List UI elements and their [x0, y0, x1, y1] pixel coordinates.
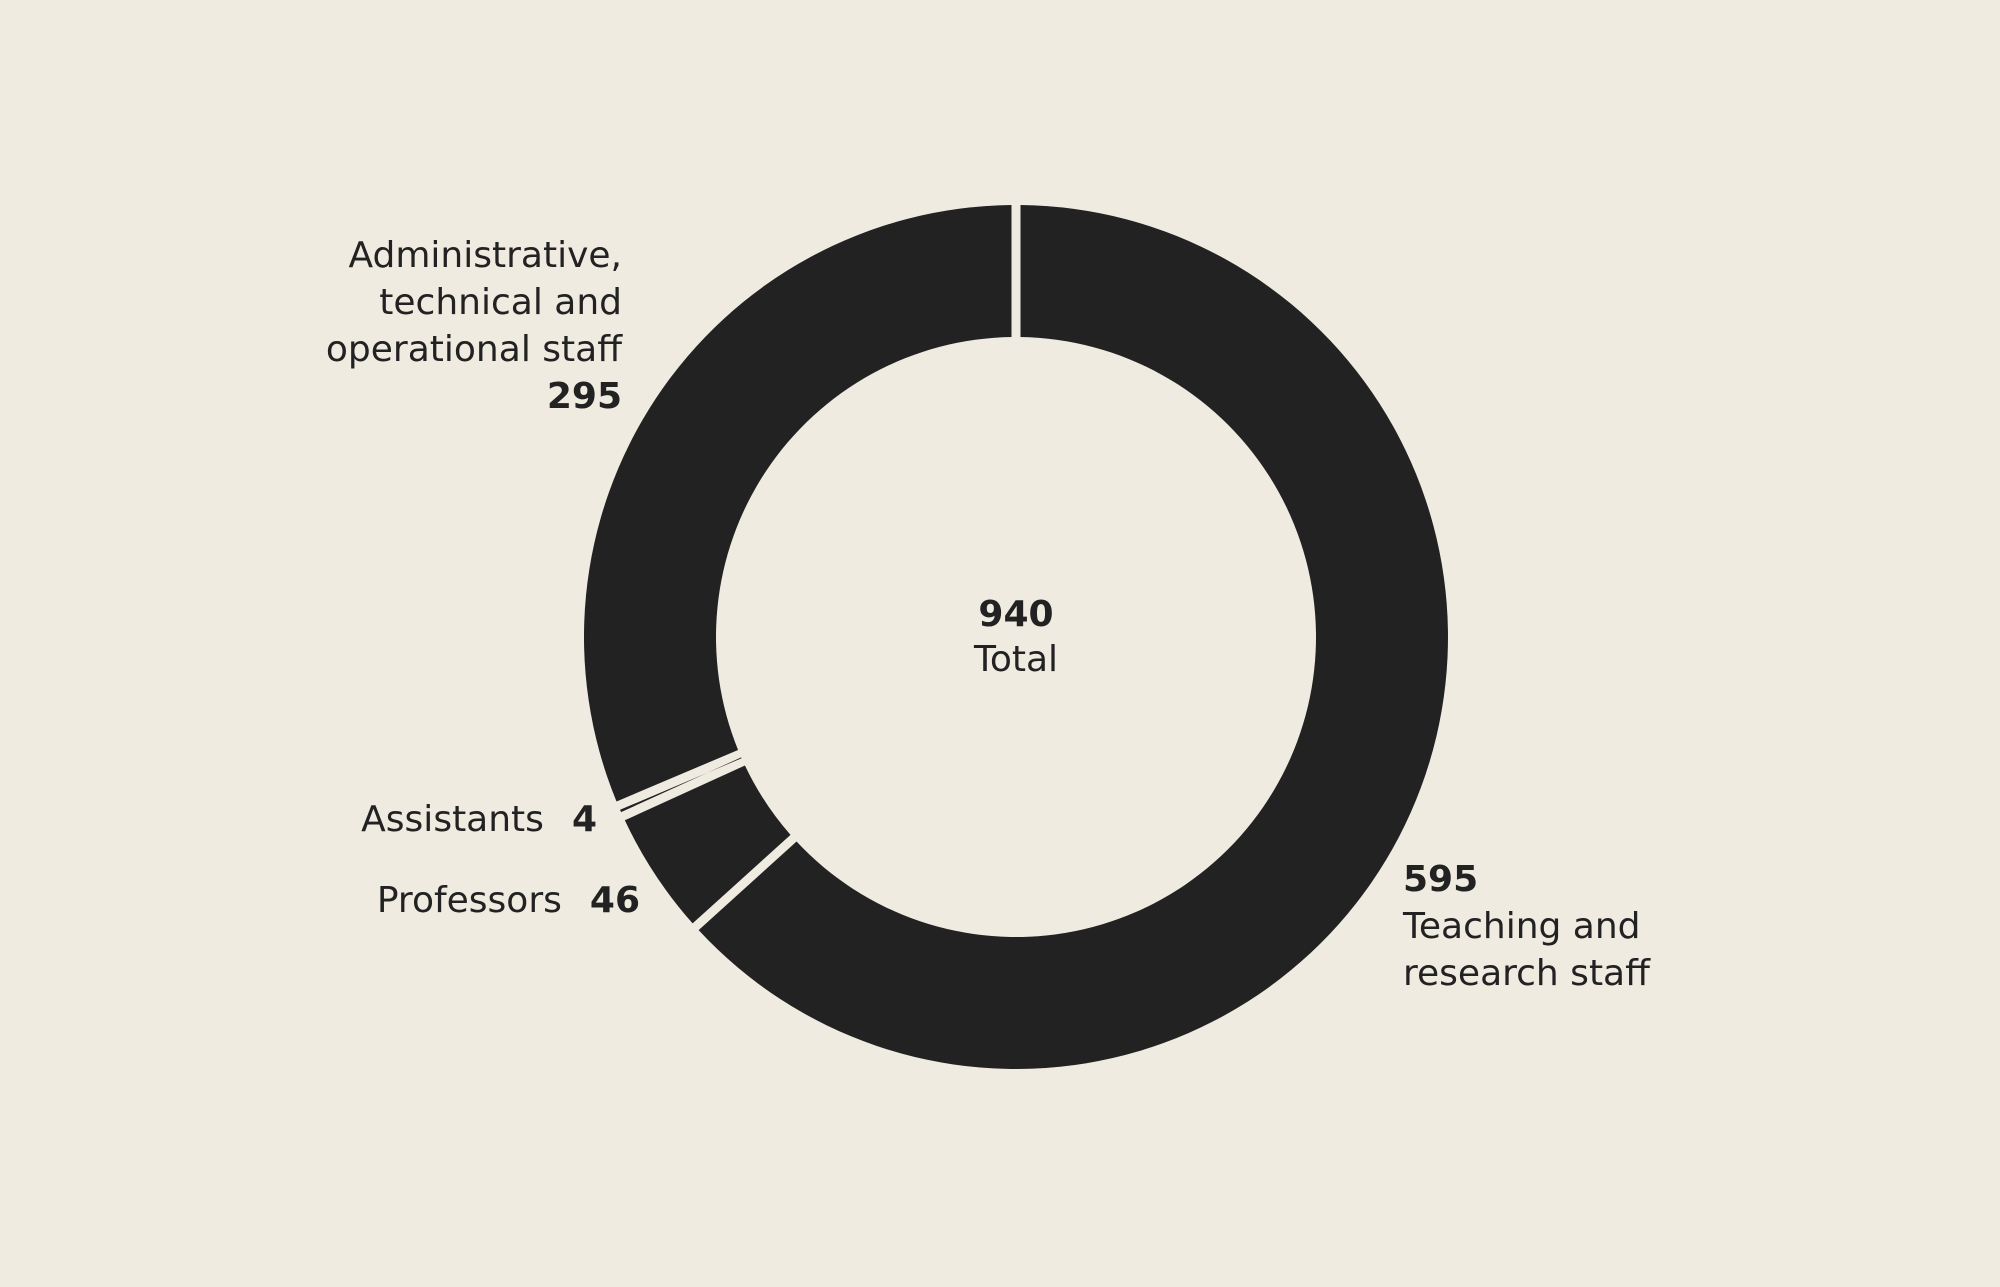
- slice-label-line: Administrative,: [348, 235, 622, 276]
- slice-label-line: research staff: [1403, 953, 1650, 994]
- slice-administrative: [583, 205, 1012, 802]
- slice-label-line: Assistants: [361, 799, 544, 840]
- slice-label-line: Professors: [376, 880, 562, 921]
- slice-professors: [624, 765, 791, 924]
- slice-value-teaching: 595: [1403, 859, 1479, 900]
- slice-label-administrative: Administrative, technical and operationa…: [326, 232, 622, 420]
- slice-teaching: [698, 205, 1448, 1069]
- center-label: 940 Total: [816, 592, 1216, 682]
- slice-label-teaching: 595 Teaching and research staff: [1403, 856, 1650, 997]
- slice-value-assistants: 4: [571, 799, 597, 840]
- slice-label-assistants: Assistants 4: [361, 796, 597, 843]
- slice-value-administrative: 295: [546, 376, 622, 417]
- total-label: Total: [973, 639, 1059, 680]
- slice-label-professors: Professors 46: [377, 877, 640, 924]
- total-value: 940: [978, 594, 1054, 635]
- slice-label-line: operational staff: [325, 329, 622, 370]
- slice-value-professors: 46: [589, 880, 640, 921]
- slice-label-line: Teaching and: [1403, 906, 1641, 947]
- slice-label-line: technical and: [379, 282, 622, 323]
- slice-assistants: [620, 757, 742, 813]
